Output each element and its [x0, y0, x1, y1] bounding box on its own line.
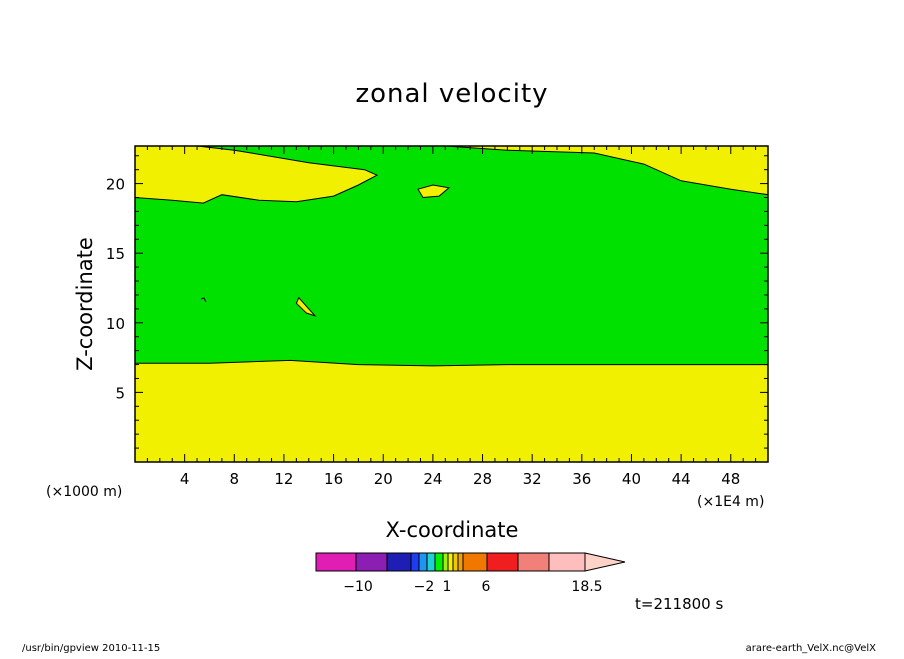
x-tick-label: 36	[572, 470, 591, 488]
colorbar-swatch	[447, 552, 454, 572]
x-tick-label: 32	[523, 470, 542, 488]
colorbar-swatch	[410, 552, 420, 572]
yellow-island-2	[295, 296, 317, 317]
colorbar-label: 1	[443, 579, 452, 595]
colorbar-label: 6	[482, 579, 491, 595]
colorbar-label: 18.5	[571, 579, 602, 595]
x-tick-label: 4	[180, 470, 190, 488]
colorbar-label: −2	[414, 579, 435, 595]
footer-right: arare-earth_VelX.nc@VelX	[746, 643, 877, 654]
x-tick-label: 40	[622, 470, 641, 488]
x-tick-label: 48	[721, 470, 740, 488]
colorbar-swatch	[434, 552, 444, 572]
small-contour	[200, 297, 207, 303]
ticks	[135, 146, 768, 462]
y-tick-labels: 5 10 15 20	[106, 176, 125, 403]
plot-frame	[134, 145, 769, 463]
y-tick-label: 20	[106, 176, 125, 194]
x-tick-label: 44	[672, 470, 691, 488]
x-axis-label: X-coordinate	[386, 518, 519, 542]
colorbar-swatch	[418, 552, 428, 572]
colorbar-swatch	[548, 552, 586, 572]
colorbar-swatch	[462, 552, 488, 572]
colorbar-swatch	[486, 552, 519, 572]
y-unit-label: (×1000 m)	[46, 484, 122, 500]
x-unit-label: (×1E4 m)	[697, 494, 764, 510]
x-tick-label: 20	[374, 470, 393, 488]
colorbar-swatch	[355, 552, 388, 572]
time-label: t=211800 s	[635, 595, 723, 613]
x-tick-label: 28	[473, 470, 492, 488]
plot-area	[134, 145, 769, 463]
colorbar-swatch	[452, 552, 459, 572]
x-tick-label: 16	[324, 470, 343, 488]
y-axis-label: Z-coordinate	[73, 237, 97, 371]
colorbar-label: −10	[343, 579, 373, 595]
colorbar-swatch	[315, 552, 357, 572]
y-tick-label: 15	[106, 245, 125, 263]
colorbar-extend-arrow	[584, 552, 626, 572]
x-tick-label: 12	[274, 470, 293, 488]
x-tick-label: 24	[423, 470, 442, 488]
x-tick-labels: 4 8 12 16 20 24 28 32 36 40 44 48	[180, 470, 740, 488]
colorbar-swatch	[426, 552, 436, 572]
colorbar-swatch	[442, 552, 449, 572]
chart-title: zonal velocity	[355, 79, 548, 109]
colorbar-swatch	[457, 552, 464, 572]
colorbar-swatch	[386, 552, 412, 572]
x-tick-label: 8	[230, 470, 240, 488]
colorbar-labels: −10 −2 1 6 18.5	[343, 579, 602, 595]
y-tick-label: 10	[106, 315, 125, 333]
footer-left: /usr/bin/gpview 2010-11-15	[22, 643, 160, 654]
colorbar	[315, 552, 626, 572]
y-tick-label: 5	[115, 384, 125, 402]
colorbar-swatch	[517, 552, 550, 572]
yellow-island-1	[417, 184, 451, 199]
